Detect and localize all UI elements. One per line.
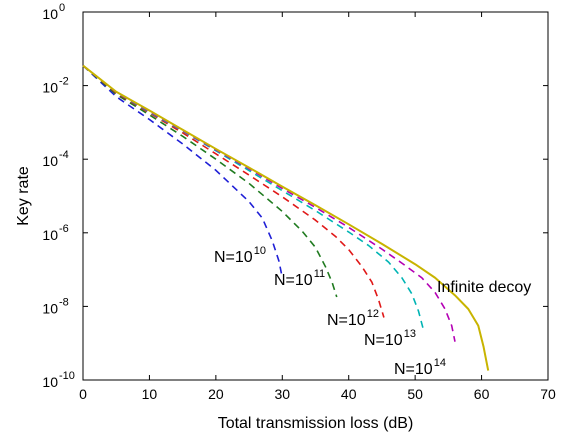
y-tick-exponent: -2 — [59, 76, 69, 88]
series-label-5: Infinite decoy — [437, 279, 531, 296]
y-tick-exponent: -4 — [59, 149, 69, 161]
x-tick-label: 0 — [79, 386, 87, 402]
series-label-2: N=10 — [327, 312, 366, 329]
series-line-0 — [82, 64, 284, 278]
series-label-3: N=10 — [364, 332, 403, 349]
series-label-exponent-3: 13 — [404, 328, 416, 340]
x-tick-label: 10 — [142, 386, 158, 402]
y-tick-label: 10 — [42, 374, 58, 390]
y-tick-exponent: 0 — [59, 2, 65, 14]
y-axis-label: Key rate — [15, 166, 32, 226]
series-line-2 — [82, 64, 385, 318]
series-label-exponent-4: 14 — [434, 357, 446, 369]
series-line-3 — [82, 64, 424, 329]
y-tick-exponent: -8 — [59, 296, 69, 308]
series-line-4 — [82, 64, 456, 342]
series-line-5 — [82, 64, 490, 371]
x-axis-label: Total transmission loss (dB) — [218, 415, 414, 432]
series-label-exponent-2: 12 — [367, 308, 379, 320]
x-tick-label: 60 — [474, 386, 490, 402]
series-label-exponent-0: 10 — [254, 245, 266, 257]
series-label-4: N=10 — [394, 361, 433, 378]
y-tick-label: 10 — [42, 6, 58, 22]
x-tick-label: 70 — [540, 386, 556, 402]
y-tick-label: 10 — [42, 153, 58, 169]
y-tick-exponent: -10 — [59, 370, 75, 382]
x-tick-label: 40 — [341, 386, 357, 402]
series-line-1 — [82, 64, 338, 298]
x-axis: 0 10 20 30 40 50 60 70 — [79, 12, 556, 402]
series-label-0: N=10 — [214, 249, 253, 266]
series-label-exponent-1: 11 — [314, 268, 325, 280]
x-tick-label: 20 — [208, 386, 224, 402]
plot-frame — [82, 11, 549, 381]
y-tick-exponent: -6 — [59, 223, 69, 235]
y-tick-label: 10 — [42, 80, 58, 96]
y-tick-label: 10 — [42, 227, 58, 243]
series-label-1: N=10 — [274, 272, 313, 289]
plot-area — [82, 11, 549, 381]
x-tick-label: 50 — [407, 386, 423, 402]
x-tick-label: 30 — [274, 386, 290, 402]
y-tick-label: 10 — [42, 300, 58, 316]
series-lines — [82, 64, 490, 371]
